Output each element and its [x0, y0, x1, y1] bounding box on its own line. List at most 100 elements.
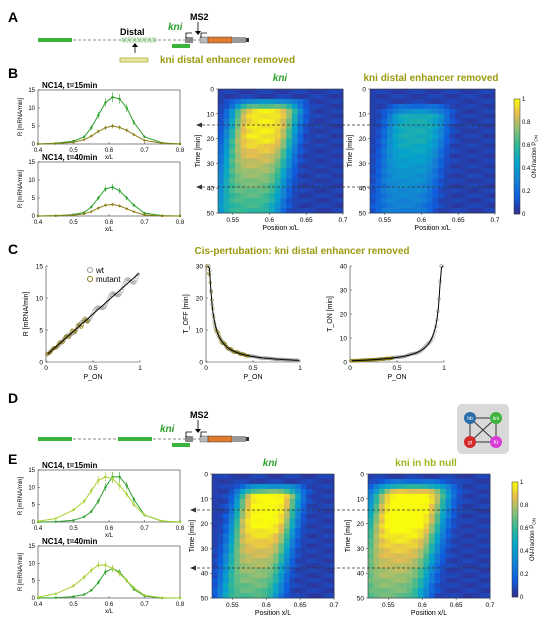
- heatmap-cell: [384, 563, 391, 569]
- heatmap-cell: [235, 103, 242, 110]
- heatmap-cell: [483, 89, 490, 95]
- heatmap-cell: [401, 593, 408, 599]
- heatmap-cell: [375, 168, 382, 174]
- heatmap-cell: [440, 483, 447, 490]
- heatmap-cell: [297, 198, 304, 204]
- heatmap-cell: [269, 153, 276, 159]
- y-tick-label: 10: [28, 561, 35, 567]
- colorbar-segment: [514, 101, 520, 106]
- heatmap-cell: [462, 508, 469, 515]
- heatmap-cell: [440, 498, 447, 505]
- heatmap-cell: [401, 538, 408, 544]
- y-tick-label: 50: [359, 211, 367, 218]
- arrow-head: [196, 122, 202, 128]
- heatmap-cell: [373, 543, 380, 549]
- heatmap-cell: [387, 153, 394, 159]
- heatmap-cell: [278, 588, 285, 594]
- heatmap-cell: [406, 513, 413, 520]
- heatmap-cell: [438, 113, 445, 120]
- heatmap-cell: [415, 183, 422, 189]
- heatmap-cell: [489, 113, 496, 120]
- heatmap-cell: [412, 513, 419, 520]
- heatmap-cell: [443, 118, 450, 125]
- heatmap-cell: [370, 143, 377, 149]
- heatmap-cell: [390, 578, 397, 584]
- heatmap-cell: [295, 483, 302, 490]
- heatmap-title-e-right: kni in hb null: [395, 458, 457, 469]
- heatmap-cell: [460, 183, 467, 189]
- heatmap-cell: [478, 553, 485, 559]
- colorbar-segment: [512, 539, 518, 543]
- heatmap-cell: [291, 188, 298, 194]
- heatmap-cell: [421, 168, 428, 174]
- heatmap-cell: [409, 103, 416, 110]
- heatmap-cell: [291, 128, 298, 135]
- legend-marker-mutant: [87, 276, 93, 282]
- heatmap-cell: [456, 483, 463, 490]
- heatmap-cell: [370, 128, 377, 135]
- heatmap-cell: [370, 198, 377, 204]
- heatmap-cell: [245, 528, 252, 534]
- heatmap-cell: [257, 173, 264, 179]
- heatmap-cell: [415, 203, 422, 209]
- heatmap-cell: [212, 493, 218, 500]
- heatmap-cell: [401, 513, 408, 520]
- y-axis-label: Time [min]: [345, 520, 352, 552]
- network-label-gt: gt: [468, 440, 473, 446]
- heatmap-cell: [375, 113, 382, 120]
- heatmap-cell: [295, 573, 302, 579]
- heatmap-cell: [417, 588, 424, 594]
- heatmap-cell: [438, 118, 445, 125]
- data-point: [82, 212, 86, 216]
- heatmap-cell: [273, 583, 279, 589]
- heatmap-cell: [240, 128, 247, 135]
- heatmap-cell: [267, 558, 274, 564]
- heatmap-cell: [398, 138, 405, 144]
- heatmap-cell: [449, 158, 456, 164]
- heatmap-cell: [320, 183, 327, 189]
- colorbar-tick-label: 0.4: [520, 549, 529, 555]
- heatmap-cell: [234, 528, 241, 534]
- heatmap-cell: [415, 118, 422, 125]
- heatmap-cell: [273, 563, 279, 569]
- heatmap-cell: [320, 103, 327, 110]
- colorbar-segment: [512, 585, 518, 589]
- heatmap-cell: [421, 178, 428, 184]
- heatmap-cell: [404, 133, 411, 139]
- heatmap-cell: [240, 188, 247, 194]
- y-tick-label: 20: [196, 296, 204, 303]
- heatmap-cell: [451, 533, 458, 539]
- heatmap-cell: [261, 588, 268, 594]
- heatmap-cell: [440, 528, 447, 534]
- heatmap-cell: [269, 148, 276, 154]
- heatmap-cell: [303, 158, 310, 164]
- heatmap-cell: [320, 98, 327, 105]
- heatmap-cell: [274, 203, 281, 209]
- heatmap-cell: [223, 173, 230, 179]
- heatmap-cell: [375, 138, 382, 144]
- heatmap-cell: [240, 118, 247, 125]
- heatmap-cell: [325, 143, 333, 149]
- heatmap-cell: [257, 108, 264, 115]
- data-point: [82, 515, 86, 518]
- wt-point: [110, 291, 115, 295]
- heatmap-cell: [392, 143, 399, 149]
- heatmap-cell: [256, 568, 263, 574]
- heatmap-cell: [325, 178, 333, 184]
- heatmap-cell: [473, 523, 480, 529]
- heatmap-cell: [223, 153, 230, 159]
- heatmap-cell: [303, 93, 310, 100]
- heatmap-cell: [300, 543, 307, 549]
- heatmap-cell: [406, 568, 413, 574]
- heatmap-cell: [455, 93, 462, 100]
- wt-point: [136, 272, 140, 276]
- heatmap-cell: [256, 488, 263, 495]
- heatmap-cell: [245, 498, 252, 505]
- heatmap-cell: [218, 108, 225, 115]
- heatmap-cell: [449, 208, 456, 214]
- series-line: [37, 567, 180, 599]
- heatmap-cell: [280, 108, 287, 115]
- heatmap-cell: [426, 103, 433, 110]
